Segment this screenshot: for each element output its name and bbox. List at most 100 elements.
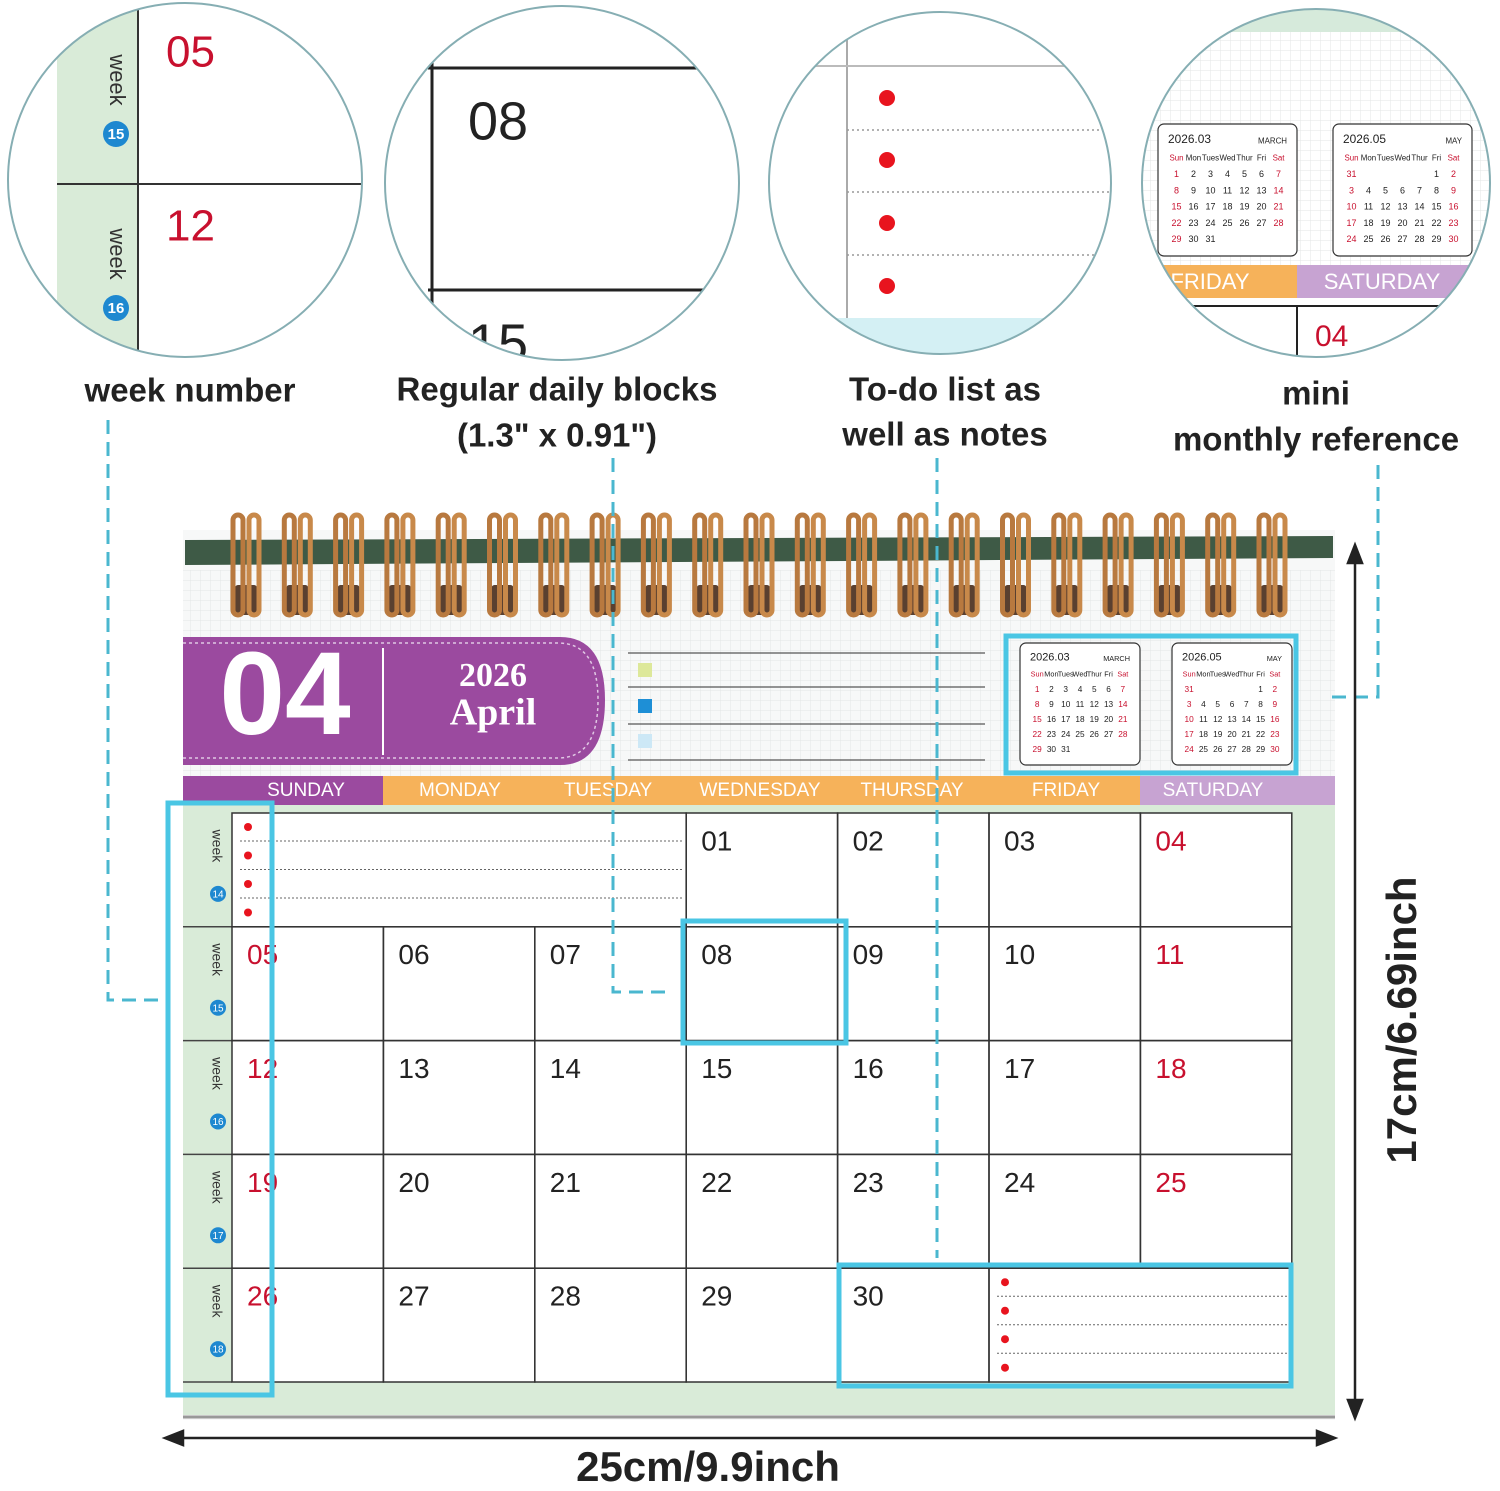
weekday-band [383,776,1140,805]
weekday-name: SATURDAY [1163,780,1264,801]
coil-hole [1158,585,1181,615]
mini-day: 8 [1174,185,1179,195]
coil [913,512,929,618]
mini-day: 31 [1347,169,1357,179]
mini-calendar-month: MAY [1267,654,1282,663]
mini-day: 22 [1033,729,1043,739]
mini-day: 4 [1078,684,1083,694]
mini-day: 10 [1347,202,1357,212]
day-number: 22 [701,1167,732,1198]
todo-dot [244,823,252,831]
mini-weekday: Mon [1361,153,1376,162]
coil [435,512,451,618]
mini-weekday: Mon [1044,670,1058,679]
coil-hole [491,585,514,615]
mini-day: 27 [1104,729,1114,739]
coil [1153,512,1169,618]
mini-day: 7 [1121,684,1126,694]
mini-day: 2 [1049,684,1054,694]
coil-hole [953,585,976,615]
todo-dot [1001,1306,1009,1315]
day-number: 16 [853,1053,884,1084]
coil [384,512,400,618]
mini-day: 14 [1242,714,1252,724]
mini-weekday: Mon [1186,153,1201,162]
week-badge [103,295,129,321]
coil [948,512,964,618]
week-label: week [209,1170,225,1205]
mini-calendar-box [1157,123,1298,257]
day-number: 14 [550,1053,581,1084]
day-number: 07 [550,939,581,970]
dimension-arrow [161,1429,1339,1447]
leader-line [1330,465,1380,699]
mini-day: 30 [1449,234,1459,244]
mini-day: 5 [1383,185,1388,195]
coil-hole [337,585,360,615]
mini-calendar-box [1171,642,1293,766]
mini-calendar-box [1019,642,1141,766]
mini-day: 19 [1240,202,1250,212]
mini-day: 18 [1223,202,1233,212]
coil [640,512,656,618]
coil-hole [1261,585,1283,615]
week-label: week [105,227,130,280]
todo-dot [244,851,252,860]
mini-day: 15 [1033,714,1043,724]
coil-hole [1209,585,1232,615]
mini-day: 31 [1061,744,1071,754]
mini-day: 25 [1075,729,1085,739]
mini-day: 18 [1199,729,1209,739]
coil [1169,512,1185,618]
coil [503,512,518,618]
week-label: week [209,1284,225,1319]
mini-day: 2 [1451,169,1456,179]
mini-day: 1 [1174,169,1179,179]
mini-day: 25 [1199,744,1209,754]
band [1142,9,1490,32]
mini-day: 4 [1201,699,1206,709]
mini-day: 13 [1104,699,1114,709]
mini-day: 7 [1244,699,1249,709]
day-number: 17 [1004,1053,1035,1084]
day-number: 04 [1315,320,1348,353]
mini-weekday: Sat [1269,670,1280,679]
day-number: 15 [468,313,528,373]
coil-hole [696,585,719,615]
mini-day: 17 [1061,714,1071,724]
mini-calendar-title: 2026.03 [1168,132,1211,146]
coil [1000,512,1015,618]
mini-day: 16 [1189,202,1199,212]
tab-stitch [183,642,599,759]
highlight-box [1003,633,1299,776]
mini-calendar-month: MAY [1445,136,1462,145]
todo-dot [879,152,895,168]
mini-day: 6 [1259,169,1264,179]
mini-day: 15 [1432,202,1442,212]
mini-day: 29 [1432,234,1442,244]
todo-dot [244,880,252,888]
mini-day: 29 [1172,234,1182,244]
mini-day: 17 [1185,729,1195,739]
day-number: 30 [853,1281,884,1312]
mini-day: 5 [1215,699,1220,709]
coil [846,512,862,618]
mini-day: 24 [1347,234,1357,244]
day-number: 15 [701,1053,732,1084]
note-square [638,663,652,677]
mini-day: 22 [1172,218,1182,228]
callout-label: monthly reference [1173,421,1459,458]
mini-day: 5 [1092,684,1097,694]
coil [297,512,313,618]
coil [964,512,980,618]
mini-day: 15 [1172,202,1182,212]
mini-weekday: Mon [1196,670,1210,679]
mini-weekday: Wed [1219,153,1235,162]
mini-day: 12 [1090,699,1100,709]
mini-calendar-month: MARCH [1258,136,1287,145]
coil [333,512,349,618]
mini-day: 19 [1213,729,1223,739]
month-tab [183,637,605,765]
todo-dot [244,908,252,917]
